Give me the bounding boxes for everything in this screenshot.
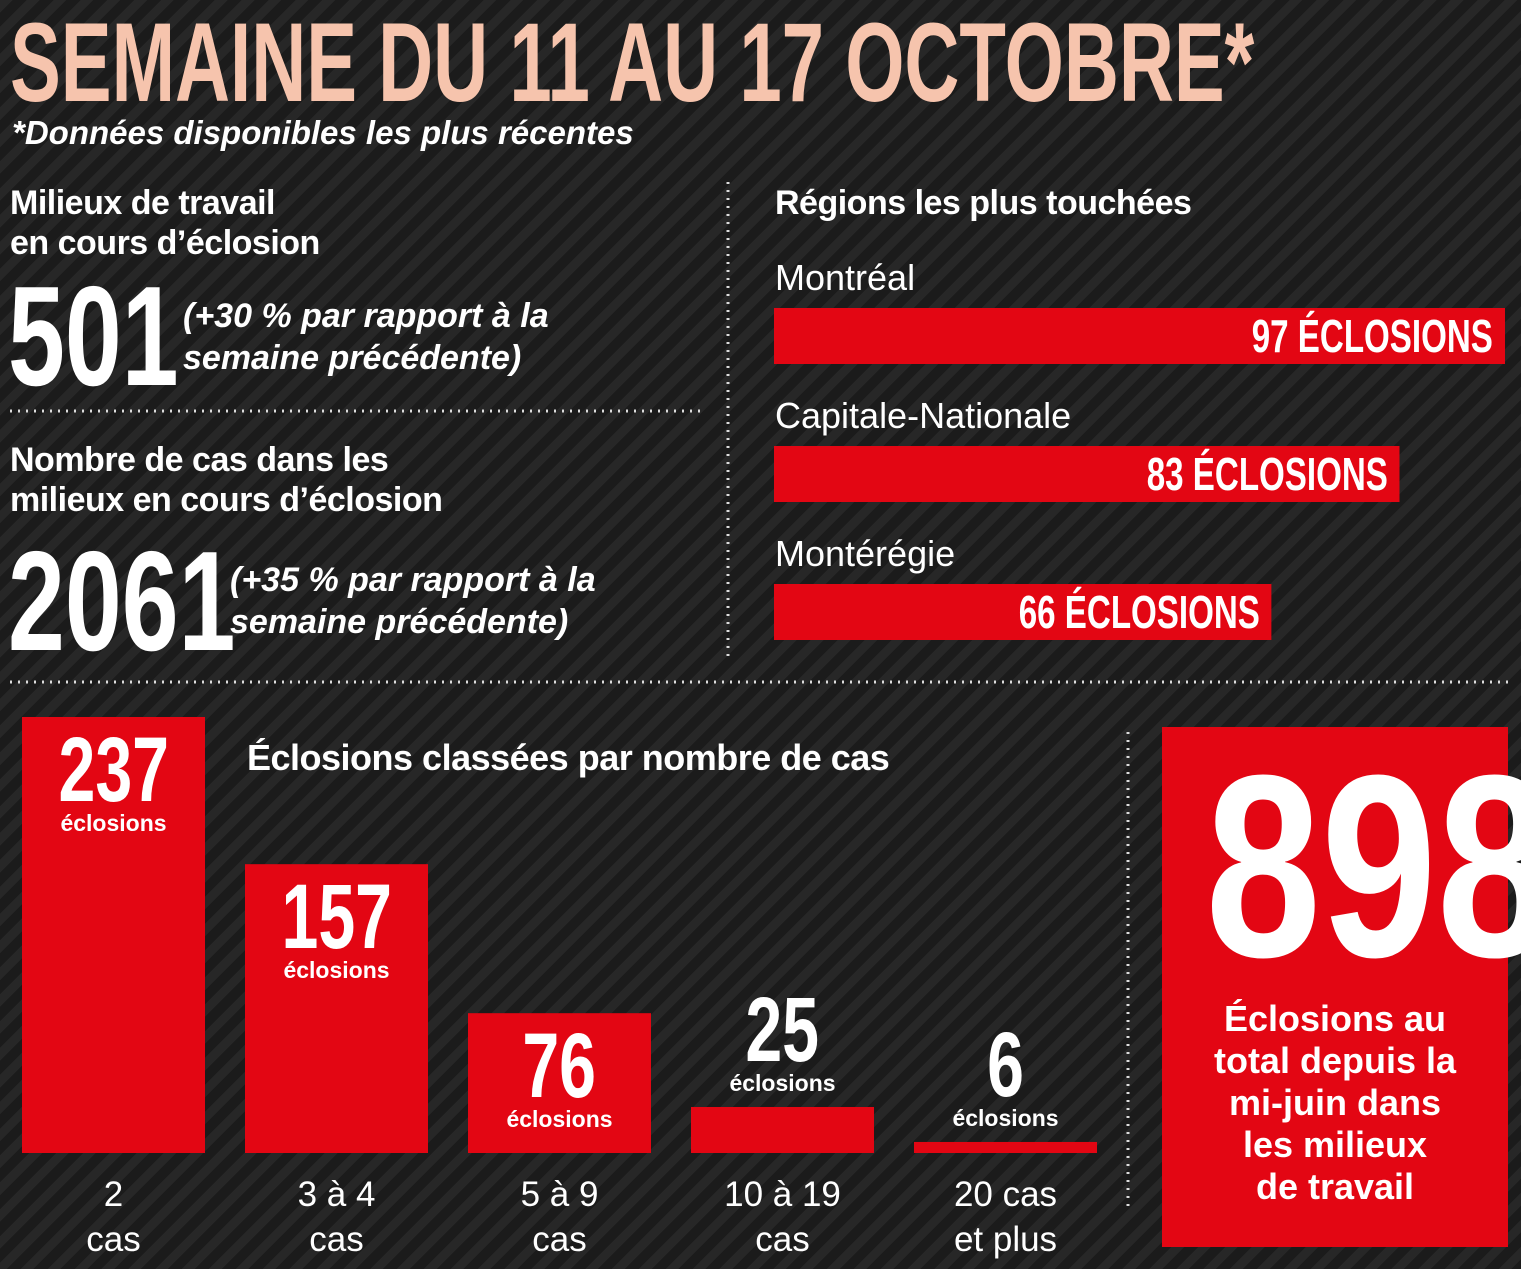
- stat-change: (+30 % par rapport à la semaine précéden…: [183, 297, 549, 377]
- stat-wrap: 2061: [8, 522, 324, 681]
- value-label: 76: [522, 1015, 597, 1118]
- value-label: 83 ÉCLOSIONS: [1146, 448, 1388, 500]
- value-label-wrap: 157: [245, 866, 428, 969]
- value-label: 97 ÉCLOSIONS: [1251, 310, 1493, 362]
- region-name: Montérégie: [775, 533, 956, 574]
- value-label-wrap: 97 ÉCLOSIONS: [774, 310, 1493, 362]
- category-label: 3 à 4 cas: [297, 1175, 376, 1259]
- value-label: 25: [745, 979, 820, 1081]
- title-wrap: SEMAINE DU 11 AU 17 OCTOBRE*: [10, 0, 1521, 125]
- title: SEMAINE DU 11 AU 17 OCTOBRE*: [10, 0, 1255, 125]
- bar: [22, 717, 205, 1153]
- category-label: 10 à 19 cas: [724, 1175, 841, 1259]
- category-label: 5 à 9 cas: [520, 1175, 599, 1259]
- bar: [468, 1013, 651, 1153]
- unit-label: éclosions: [952, 1104, 1059, 1131]
- bar: [691, 1107, 874, 1153]
- region-name: Capitale-Nationale: [775, 395, 1072, 436]
- value-label: 66 ÉCLOSIONS: [1018, 586, 1260, 638]
- total-box: [1162, 727, 1508, 1247]
- category-label: 20 cas et plus: [953, 1175, 1058, 1259]
- value-label: 157: [281, 866, 392, 969]
- stat-label: Milieux de travail en cours d’éclosion: [10, 184, 320, 262]
- unit-label: éclosions: [506, 1106, 613, 1133]
- chart-title: Régions les plus touchées: [775, 184, 1192, 222]
- value-label-wrap: 25: [691, 979, 874, 1081]
- unit-label: éclosions: [729, 1070, 836, 1096]
- total-value: 898: [1205, 722, 1521, 1012]
- value-label: 6: [987, 1013, 1024, 1116]
- bar: [774, 584, 1272, 640]
- total-wrap: 898: [1162, 737, 1521, 997]
- region-name: Montréal: [775, 257, 916, 298]
- unit-label: éclosions: [283, 957, 390, 984]
- value-label: 237: [58, 719, 169, 821]
- note: *Données disponibles les plus récentes: [12, 114, 634, 151]
- value-label-wrap: 6: [914, 1013, 1097, 1116]
- category-label: 2 cas: [86, 1175, 141, 1259]
- value-label-wrap: 237: [22, 719, 205, 821]
- stat-value: 501: [8, 257, 179, 416]
- bar: [774, 308, 1505, 364]
- value-label-wrap: 66 ÉCLOSIONS: [774, 586, 1259, 638]
- bar: [245, 864, 428, 1153]
- bar: [774, 446, 1400, 502]
- bar: [914, 1141, 1097, 1153]
- unit-label: éclosions: [60, 810, 167, 836]
- value-label-wrap: 83 ÉCLOSIONS: [774, 448, 1387, 500]
- stat-change: (+35 % par rapport à la semaine précéden…: [230, 561, 596, 641]
- chart-title: Éclosions classées par nombre de cas: [247, 737, 890, 778]
- stat-label: Nombre de cas dans les milieux en cours …: [10, 441, 443, 519]
- stat-wrap: 501: [8, 257, 245, 416]
- total-label: Éclosions au total depuis la mi-juin dan…: [1213, 998, 1457, 1207]
- value-label-wrap: 76: [468, 1015, 651, 1118]
- stat-value: 2061: [8, 522, 236, 681]
